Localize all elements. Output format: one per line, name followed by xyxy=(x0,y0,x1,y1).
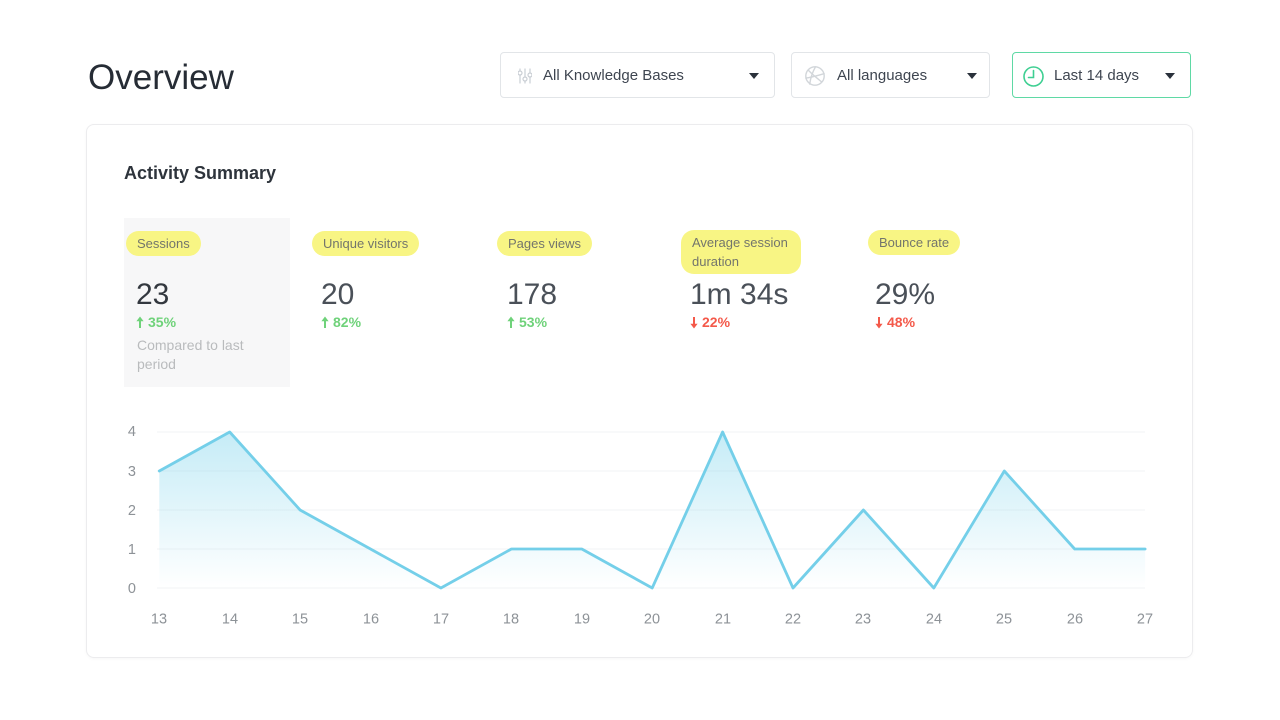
svg-text:27: 27 xyxy=(1137,612,1153,628)
svg-text:23: 23 xyxy=(855,612,871,628)
svg-text:21: 21 xyxy=(715,612,731,628)
svg-text:15: 15 xyxy=(292,612,308,628)
svg-text:19: 19 xyxy=(574,612,590,628)
svg-text:1: 1 xyxy=(128,542,136,558)
svg-text:20: 20 xyxy=(644,612,660,628)
svg-text:4: 4 xyxy=(128,424,136,440)
svg-text:14: 14 xyxy=(222,612,238,628)
svg-text:17: 17 xyxy=(433,612,449,628)
svg-text:3: 3 xyxy=(128,464,136,480)
svg-text:2: 2 xyxy=(128,503,136,519)
svg-text:13: 13 xyxy=(151,612,167,628)
svg-text:18: 18 xyxy=(503,612,519,628)
svg-text:24: 24 xyxy=(926,612,942,628)
svg-text:0: 0 xyxy=(128,581,136,597)
svg-text:25: 25 xyxy=(996,612,1012,628)
svg-text:22: 22 xyxy=(785,612,801,628)
svg-text:26: 26 xyxy=(1067,612,1083,628)
svg-text:16: 16 xyxy=(363,612,379,628)
